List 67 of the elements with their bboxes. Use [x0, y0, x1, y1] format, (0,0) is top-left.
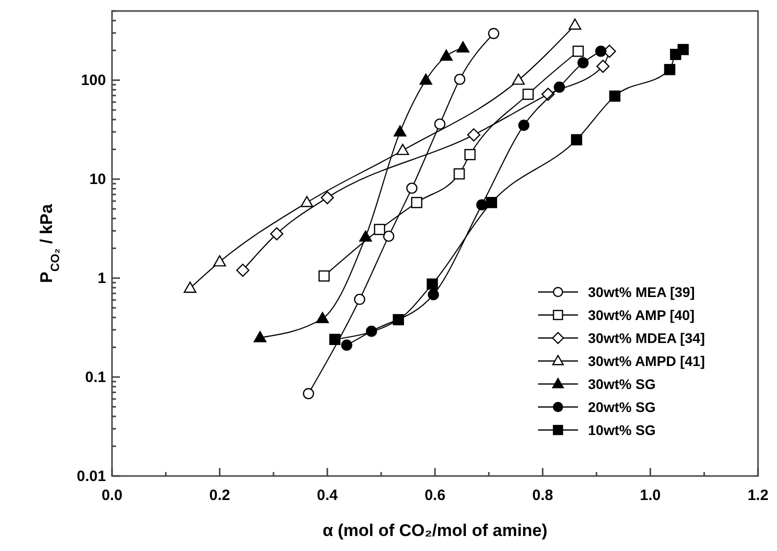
point [329, 334, 340, 346]
point [383, 230, 394, 242]
legend-label: 30wt% AMPD [41] [588, 353, 705, 369]
legend-label: 30wt% MDEA [34] [588, 330, 705, 346]
point [359, 230, 372, 242]
point [270, 227, 284, 240]
point [454, 168, 465, 180]
point [426, 278, 438, 290]
point [577, 57, 589, 68]
point [341, 340, 352, 351]
point [595, 46, 606, 57]
point [512, 74, 525, 85]
point [572, 46, 584, 57]
point [300, 196, 314, 208]
x-tick-label: 1.2 [748, 487, 768, 504]
point [213, 255, 226, 266]
point [440, 50, 453, 61]
x-tick-label: 0.2 [209, 487, 230, 504]
x-tick-label: 0.4 [316, 487, 338, 504]
legend-label: 10wt% SG [588, 422, 656, 438]
point [609, 90, 620, 102]
point [420, 74, 432, 85]
x-axis-title: α (mol of CO₂/mol of amine) [322, 521, 548, 540]
point [428, 289, 439, 300]
point [320, 191, 334, 204]
point [236, 264, 250, 277]
x-tick-label: 1.0 [640, 487, 661, 504]
point [392, 314, 404, 326]
point [184, 282, 196, 293]
point [467, 128, 480, 142]
y-tick-label: 0.01 [76, 468, 106, 485]
point [434, 118, 446, 130]
point [396, 144, 410, 156]
point [522, 88, 534, 100]
point [678, 44, 689, 56]
point [464, 148, 476, 160]
point [488, 28, 500, 40]
point [486, 196, 498, 208]
point [302, 388, 314, 400]
point [406, 182, 418, 194]
point [570, 134, 582, 146]
point [596, 60, 610, 73]
point [354, 294, 366, 305]
point [254, 331, 266, 342]
x-tick-label: 0.0 [102, 487, 122, 504]
y-tick-label: 0.1 [85, 369, 106, 386]
legend-label: 30wt% MEA [39] [588, 284, 695, 300]
point [411, 196, 422, 208]
y-tick-label: 1 [98, 270, 106, 288]
legend-label: 20wt% SG [588, 399, 656, 415]
point [664, 64, 676, 76]
point [454, 74, 466, 85]
point [518, 120, 530, 131]
legend-label: 30wt% AMP [40] [588, 307, 695, 323]
point [316, 312, 329, 324]
point [568, 18, 582, 30]
point [318, 270, 330, 282]
point [476, 199, 488, 210]
point [554, 82, 565, 93]
y-tick-label: 10 [89, 171, 106, 188]
point [394, 125, 406, 137]
legend-label: 30wt% SG [588, 376, 656, 392]
x-tick-label: 0.6 [424, 487, 446, 504]
point [374, 224, 386, 236]
point [456, 41, 470, 52]
y-tick-label: 100 [80, 72, 106, 90]
x-tick-label: 0.8 [532, 487, 554, 504]
